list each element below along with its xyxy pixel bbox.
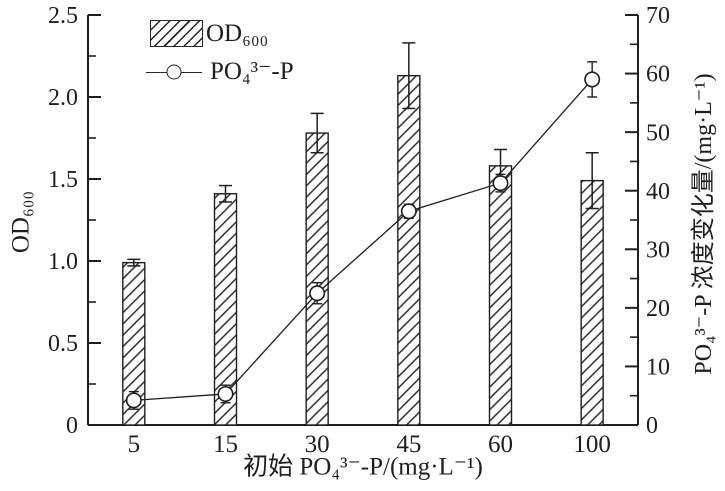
- po4p-point-60: [492, 175, 509, 192]
- po4p-point-5: [125, 392, 142, 409]
- left-axis-title: OD₆₀₀: [7, 190, 35, 254]
- left-axis-tick-label: 1.0: [48, 249, 78, 275]
- right-axis-tick-label: 70: [646, 3, 670, 29]
- po4p-point-15: [217, 385, 234, 402]
- po4p-point-100: [584, 71, 601, 88]
- left-axis-tick-label: 2.0: [48, 85, 78, 111]
- x-axis-tick-label: 30: [305, 431, 330, 458]
- x-axis-title: 初始 PO₄³⁻-P/(mg·L⁻¹): [243, 453, 483, 481]
- open-circle-line-icon: [146, 58, 210, 85]
- right-axis-tick-label: 20: [646, 296, 670, 322]
- right-axis-title: PO₄³⁻-P 浓度变化量/(mg·L⁻¹): [691, 73, 717, 375]
- right-axis-tick-label: 0: [646, 413, 658, 439]
- po4p-line: [133, 78, 593, 402]
- legend-circle-marker: [166, 64, 182, 79]
- right-axis-tick-label: 60: [646, 62, 670, 88]
- left-axis-tick-label: 0.5: [48, 331, 78, 357]
- bar-od600-60: [488, 165, 513, 426]
- po4p-point-45: [400, 203, 417, 220]
- x-axis-tick-label: 15: [213, 431, 238, 458]
- po4p-point-30: [309, 285, 326, 302]
- x-axis-tick-label: 60: [488, 431, 513, 458]
- right-axis-tick-label: 30: [646, 237, 670, 263]
- left-axis-tick-label: 2.5: [48, 3, 78, 29]
- bar-od600-100: [580, 179, 604, 426]
- right-axis-tick-label: 50: [646, 120, 670, 146]
- legend-label-po4p: PO₄³⁻-P: [210, 58, 294, 85]
- bar-od600-30: [305, 132, 329, 426]
- bar-od600-45: [397, 74, 421, 426]
- left-axis-tick-label: 1.5: [48, 167, 78, 193]
- legend-label-od600: OD₆₀₀: [206, 20, 269, 47]
- x-axis-tick-label: 5: [128, 431, 141, 458]
- x-axis-tick-label: 100: [573, 431, 611, 458]
- legend: OD₆₀₀ PO₄³⁻-P: [146, 20, 294, 85]
- hatched-bar-swatch-icon: [150, 20, 203, 47]
- right-axis-tick-label: 10: [646, 355, 670, 381]
- legend-item-od600: OD₆₀₀: [146, 20, 294, 47]
- right-axis-tick-label: 40: [646, 179, 670, 205]
- left-axis-tick-label: 0: [66, 413, 78, 439]
- x-axis-tick-label: 45: [396, 431, 421, 458]
- legend-item-po4p: PO₄³⁻-P: [146, 58, 294, 85]
